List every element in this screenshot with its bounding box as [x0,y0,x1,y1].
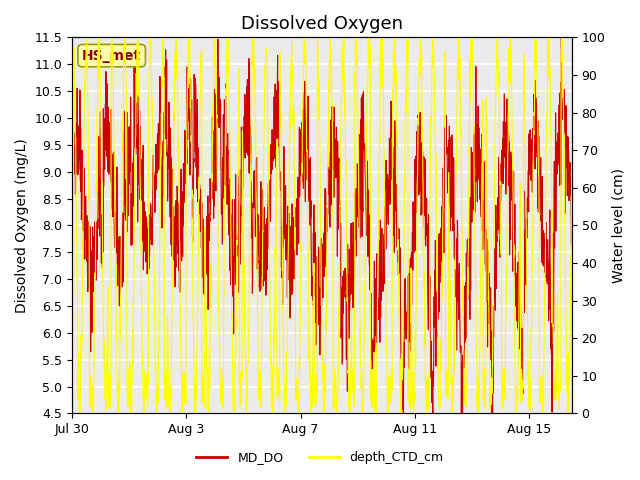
Text: HS_met: HS_met [82,48,141,62]
Y-axis label: Water level (cm): Water level (cm) [611,168,625,283]
Legend: MD_DO, depth_CTD_cm: MD_DO, depth_CTD_cm [191,446,449,469]
Title: Dissolved Oxygen: Dissolved Oxygen [241,15,403,33]
Y-axis label: Dissolved Oxygen (mg/L): Dissolved Oxygen (mg/L) [15,138,29,313]
